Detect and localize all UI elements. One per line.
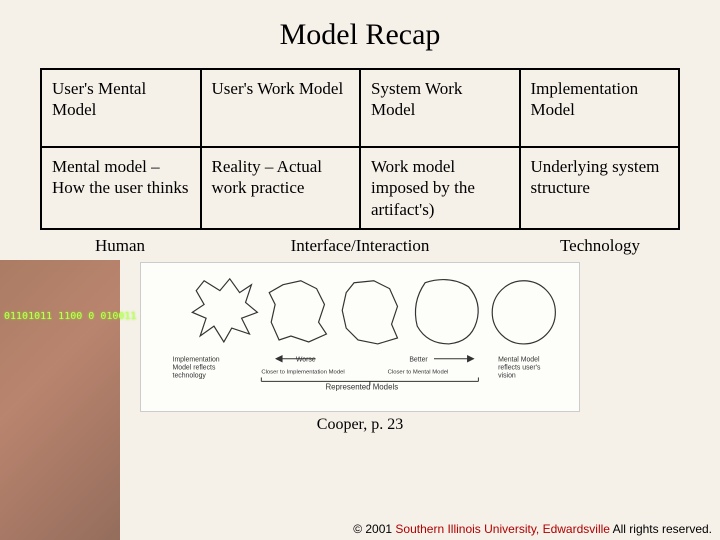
cell-reality-desc: Reality – Actual work practice [201, 147, 361, 229]
cell-workmodel-desc: Work model imposed by the artifact's) [360, 147, 520, 229]
slide-content: Model Recap User's Mental Model User's W… [0, 0, 720, 434]
diag-better: Better [409, 356, 428, 363]
diag-label-left-2: Model reflects [173, 364, 216, 371]
table-row: User's Mental Model User's Work Model Sy… [41, 69, 679, 147]
cell-implementation: Implementation Model [520, 69, 680, 147]
shape-rounded-1 [415, 279, 478, 343]
diag-label-left-3: technology [173, 372, 207, 379]
shape-blob-2 [342, 281, 397, 344]
diagram-caption: Cooper, p. 23 [30, 416, 690, 434]
cell-mental-desc: Mental model – How the user thinks [41, 147, 201, 229]
cell-user-work: User's Work Model [201, 69, 361, 147]
diag-rep-models: Represented Models [325, 382, 398, 391]
cell-system-work: System Work Model [360, 69, 520, 147]
footer-rights: All rights reserved. [610, 522, 712, 536]
shape-blob-1 [269, 281, 326, 342]
cell-user-mental: User's Mental Model [41, 69, 201, 147]
represented-models-diagram: Implementation Model reflects technology… [140, 262, 580, 412]
diag-closer-impl: Closer to Implementation Model [261, 369, 344, 375]
shape-circle [492, 281, 555, 344]
diag-label-left-1: Implementation [173, 356, 220, 363]
spectrum-interface: Interface/Interaction [200, 236, 520, 256]
cell-underlying-desc: Underlying system structure [520, 147, 680, 229]
slide-title: Model Recap [30, 18, 690, 52]
model-table: User's Mental Model User's Work Model Sy… [40, 68, 680, 230]
table-row: Mental model – How the user thinks Reali… [41, 147, 679, 229]
footer-institution: Southern Illinois University, Edwardsvil… [395, 522, 610, 536]
footer-copyright: © 2001 Southern Illinois University, Edw… [353, 522, 712, 536]
arrow-worse-head [276, 355, 282, 361]
footer-year: © 2001 [353, 522, 395, 536]
shape-jagged [192, 279, 257, 342]
diag-closer-mental: Closer to Mental Model [388, 369, 449, 375]
arrow-better-head [468, 355, 474, 361]
diag-label-right-1: Mental Model [498, 356, 540, 363]
spectrum-human: Human [40, 236, 200, 256]
diag-label-right-3: vision [498, 372, 516, 379]
spectrum-row: Human Interface/Interaction Technology [40, 236, 680, 256]
spectrum-technology: Technology [520, 236, 680, 256]
diag-label-right-2: reflects user's [498, 364, 541, 371]
diag-worse: Worse [296, 356, 316, 363]
